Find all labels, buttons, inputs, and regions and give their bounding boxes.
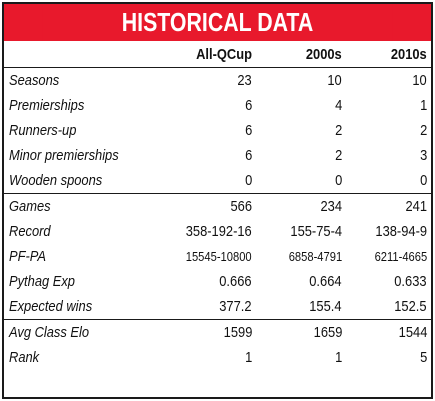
header-2010s: 2010s (346, 41, 431, 68)
cell-value: 2 (334, 122, 342, 139)
cell-value: 152.5 (394, 298, 427, 315)
cell-value: 0.666 (219, 273, 252, 290)
cell-value: 0 (419, 172, 427, 189)
table-row: Expected wins 377.2 155.4 152.5 (4, 294, 431, 320)
historical-data-table: All-QCup 2000s 2010s Seasons 23 10 10 Pr… (4, 41, 431, 370)
cell-value: 10 (327, 72, 342, 89)
cell-value: 241 (346, 193, 431, 219)
row-label: Expected wins (9, 298, 93, 315)
table-row: Record 358-192-16 155-75-4 138-94-9 (4, 219, 431, 244)
row-label: Pythag Exp (9, 273, 75, 290)
table-row: Runners-up 6 2 2 (4, 118, 431, 143)
cell-value: 3 (419, 147, 427, 164)
cell-value: 6 (244, 122, 252, 139)
cell-value: 1599 (166, 319, 256, 345)
table-row: Pythag Exp 0.666 0.664 0.633 (4, 269, 431, 294)
row-label: Avg Class Elo (4, 319, 166, 345)
table-row: Premierships 6 4 1 (4, 93, 431, 118)
cell-value: 1 (334, 349, 342, 366)
cell-value: 6 (244, 147, 252, 164)
cell-value: 234 (256, 193, 346, 219)
cell-value: 566 (166, 193, 256, 219)
row-label: Record (9, 223, 51, 240)
row-label: Wooden spoons (9, 172, 103, 189)
cell-value: 0.664 (309, 273, 342, 290)
cell-value: 1 (244, 349, 252, 366)
row-label: Seasons (9, 72, 60, 89)
cell-value: 6858-4791 (288, 249, 342, 264)
cell-value: 358-192-16 (186, 223, 252, 240)
cell-value: 138-94-9 (375, 223, 427, 240)
cell-value: 5 (419, 349, 427, 366)
cell-value: 4 (334, 97, 342, 114)
table-row: Wooden spoons 0 0 0 (4, 168, 431, 194)
cell-value: 155.4 (309, 298, 342, 315)
table-row: Rank 1 1 5 (4, 345, 431, 370)
cell-value: 2 (334, 147, 342, 164)
cell-value: 377.2 (219, 298, 252, 315)
table-row: Seasons 23 10 10 (4, 68, 431, 94)
table-row: Games 566 234 241 (4, 193, 431, 219)
row-label: Rank (9, 349, 40, 366)
header-row: All-QCup 2000s 2010s (4, 41, 431, 68)
table-title: HISTORICAL DATA (42, 4, 393, 41)
cell-value: 155-75-4 (290, 223, 342, 240)
table-row: Avg Class Elo 1599 1659 1544 (4, 319, 431, 345)
cell-value: 1659 (256, 319, 346, 345)
row-label: Premierships (9, 97, 85, 114)
cell-value: 23 (237, 72, 252, 89)
cell-value: 6 (244, 97, 252, 114)
table-row: PF-PA 15545-10800 6858-4791 6211-4665 (4, 244, 431, 269)
row-label: Runners-up (9, 122, 77, 139)
cell-value: 0 (244, 172, 252, 189)
table-row: Minor premierships 6 2 3 (4, 143, 431, 168)
cell-value: 15545-10800 (186, 249, 252, 264)
cell-value: 0.633 (394, 273, 427, 290)
cell-value: 10 (412, 72, 427, 89)
row-label: Games (4, 193, 166, 219)
title-bar: HISTORICAL DATA (4, 4, 431, 41)
row-label: PF-PA (9, 248, 47, 265)
cell-value: 1544 (346, 319, 431, 345)
cell-value: 1 (419, 97, 427, 114)
cell-value: 6211-4665 (374, 249, 427, 264)
header-all-qcup: All-QCup (166, 41, 256, 68)
header-2000s: 2000s (256, 41, 346, 68)
row-label: Minor premierships (9, 147, 119, 164)
header-label-cell (4, 41, 166, 68)
cell-value: 2 (419, 122, 427, 139)
cell-value: 0 (334, 172, 342, 189)
